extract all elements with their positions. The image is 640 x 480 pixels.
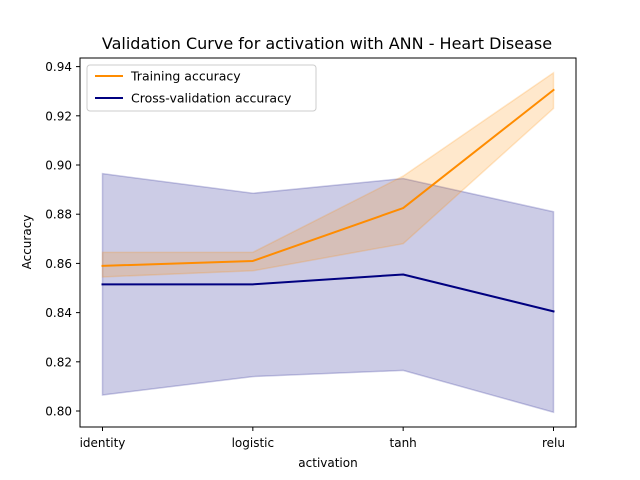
x-tick-label: identity bbox=[80, 436, 126, 450]
legend-label-cross-validation: Cross-validation accuracy bbox=[131, 91, 292, 106]
x-tick-label: tanh bbox=[390, 436, 417, 450]
band-cross-validation-accuracy bbox=[101, 172, 555, 414]
legend: Training accuracy Cross-validation accur… bbox=[86, 64, 317, 112]
plot-frame bbox=[79, 57, 577, 428]
y-tick-label: 0.82 bbox=[45, 355, 72, 369]
band-training-accuracy bbox=[101, 71, 555, 278]
chart-title: Validation Curve for activation with ANN… bbox=[102, 34, 552, 53]
y-tick-label: 0.94 bbox=[45, 60, 72, 74]
x-tick-label: relu bbox=[542, 436, 565, 450]
confidence-bands bbox=[101, 71, 555, 414]
y-tick-label: 0.92 bbox=[45, 109, 72, 123]
x-axis-label: activation bbox=[298, 456, 357, 470]
y-axis-label: Accuracy bbox=[20, 215, 34, 270]
series-lines bbox=[101, 88, 555, 313]
line-cross-validation-accuracy bbox=[101, 273, 555, 313]
line-training-accuracy bbox=[101, 88, 555, 267]
y-axis-ticks: 0.80 0.82 0.84 0.86 0.88 0.90 0.92 0.94 bbox=[45, 60, 80, 419]
y-tick-label: 0.90 bbox=[45, 159, 72, 173]
x-axis-ticks: identity logistic tanh relu bbox=[80, 427, 565, 450]
y-tick-label: 0.88 bbox=[45, 208, 72, 222]
y-tick-label: 0.86 bbox=[45, 257, 72, 271]
legend-label-training: Training accuracy bbox=[130, 69, 241, 84]
y-tick-label: 0.80 bbox=[45, 405, 72, 419]
y-tick-label: 0.84 bbox=[45, 306, 72, 320]
legend-box bbox=[86, 64, 317, 112]
x-tick-label: logistic bbox=[232, 436, 275, 450]
